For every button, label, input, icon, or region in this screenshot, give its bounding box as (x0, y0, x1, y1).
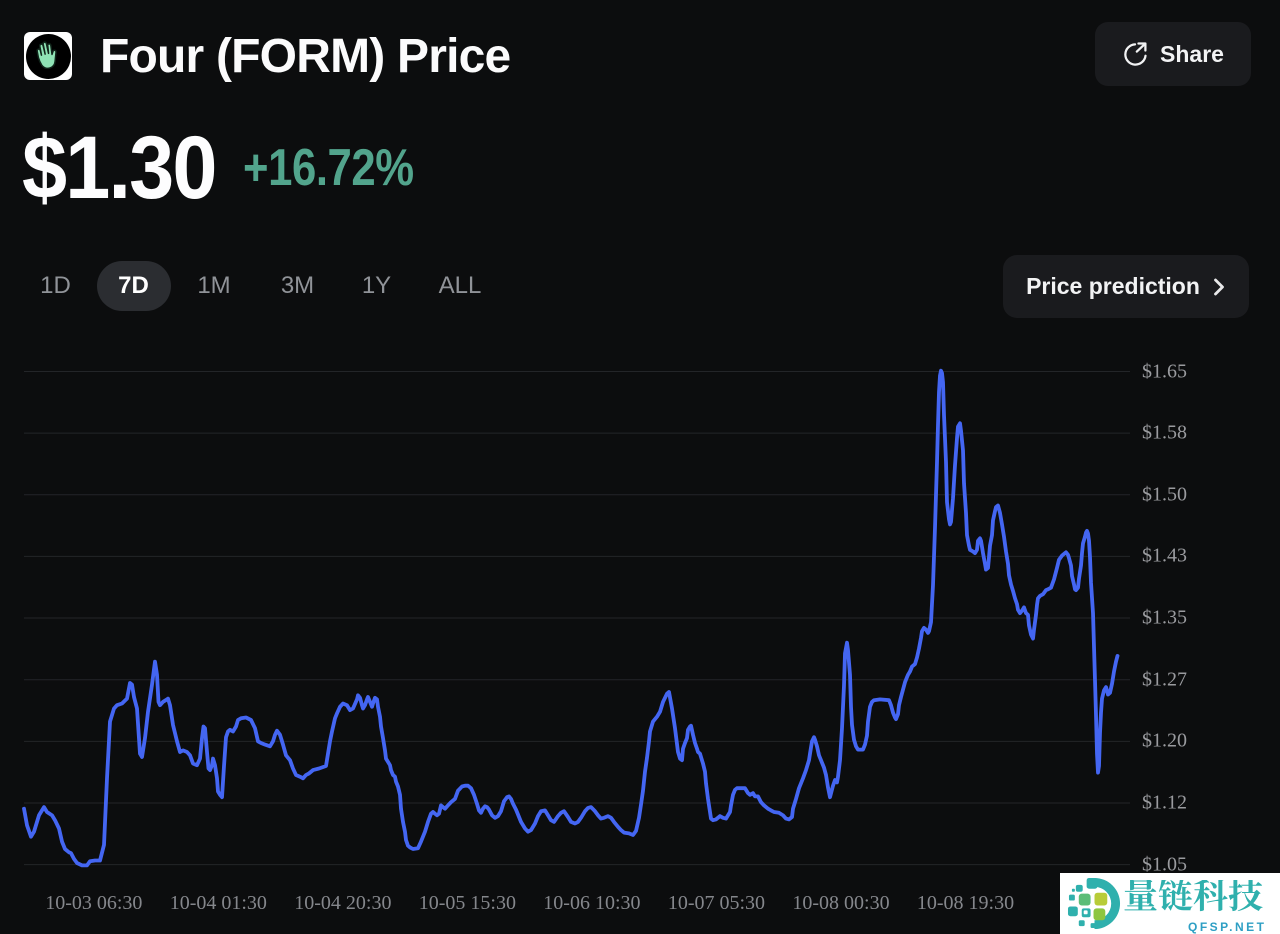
page-title: Four (FORM) Price (100, 29, 511, 83)
x-axis-tick-label: 10-05 15:30 (418, 892, 516, 914)
y-axis-tick-label: $1.20 (1142, 729, 1187, 752)
share-button-label: Share (1160, 40, 1224, 67)
range-button-1d[interactable]: 1D (40, 261, 71, 311)
y-axis-tick-label: $1.12 (1142, 791, 1187, 814)
price-prediction-label: Price prediction (1026, 273, 1200, 299)
x-axis-tick-label: 10-03 06:30 (45, 892, 143, 914)
watermark-domain: QFSP.NET (1188, 920, 1267, 934)
range-button-all[interactable]: ALL (439, 261, 482, 311)
price-change-badge: +16.72% (243, 139, 414, 197)
y-axis-tick-label: $1.58 (1142, 421, 1187, 444)
y-axis-tick-label: $1.05 (1142, 853, 1187, 876)
watermark-logo-icon (1067, 877, 1121, 930)
x-axis-tick-label: 10-06 10:30 (543, 892, 641, 914)
price-prediction-button[interactable]: Price prediction (1003, 255, 1249, 318)
coin-logo (24, 32, 72, 80)
y-axis-tick-label: $1.65 (1142, 360, 1187, 382)
coin-logo-disc (25, 33, 71, 79)
x-axis-tick-label: 10-07 05:30 (667, 892, 766, 914)
chevron-right-icon (1214, 278, 1224, 295)
y-axis-tick-label: $1.50 (1142, 483, 1187, 506)
range-button-3m[interactable]: 3M (281, 261, 314, 311)
range-button-1m[interactable]: 1M (197, 261, 230, 311)
range-button-7d[interactable]: 7D (96, 261, 171, 311)
share-arrow-icon (1124, 41, 1147, 66)
share-button[interactable]: Share (1095, 22, 1251, 86)
y-axis-tick-label: $1.43 (1142, 544, 1187, 567)
range-button-1y[interactable]: 1Y (362, 261, 391, 311)
y-axis-tick-label: $1.35 (1142, 606, 1187, 629)
watermark-brand-glyphs (1124, 880, 1263, 912)
y-axis-tick-label: $1.27 (1142, 668, 1187, 691)
current-price: $1.30 (22, 117, 217, 217)
x-axis-tick-label: 10-08 00:30 (792, 892, 890, 914)
watermark: QFSP.NET (1060, 873, 1280, 934)
x-axis-tick-label: 10-04 01:30 (169, 892, 267, 914)
x-axis-tick-label: 10-04 20:30 (294, 892, 392, 914)
price-line-series (22, 368, 1120, 868)
x-axis-tick-label: 10-08 19:30 (916, 892, 1015, 914)
four-hand-icon (36, 41, 57, 70)
